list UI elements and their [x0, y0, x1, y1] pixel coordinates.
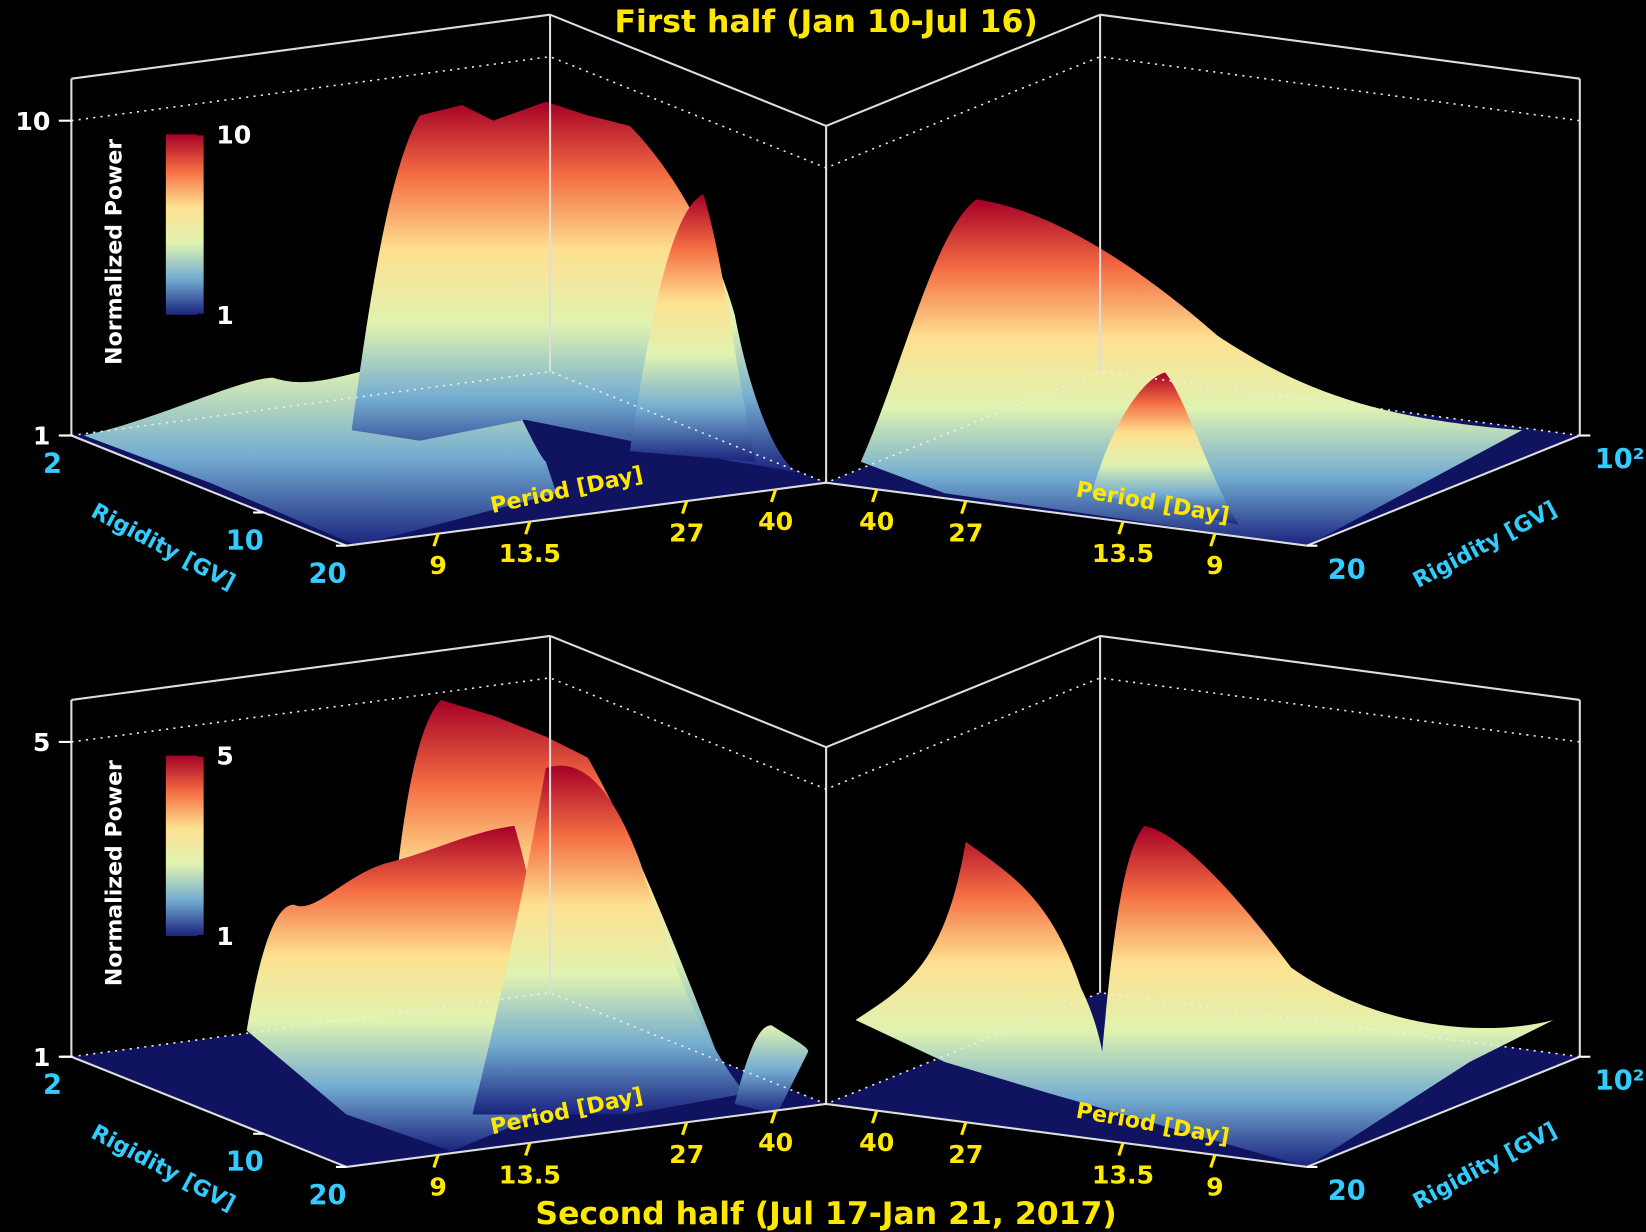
x-tick [434, 534, 438, 547]
x-tick-label: 9 [1206, 1172, 1224, 1201]
colorbar-tick-label: 5 [216, 742, 234, 771]
y-tick-label: 20 [309, 1180, 347, 1211]
chart-title: Second half (Jul 17-Jan 21, 2017) [535, 1196, 1116, 1232]
axis-line [1100, 636, 1580, 700]
x-tick-label: 27 [669, 1140, 704, 1169]
chart-title: First half (Jan 10-Jul 16) [614, 4, 1037, 40]
y-axis-label: Rigidity [GV] [1409, 1118, 1561, 1215]
x-tick-label: 13.5 [499, 1160, 561, 1189]
x-tick [434, 1155, 438, 1168]
x-tick-label: 13.5 [1092, 539, 1154, 568]
y-tick-label: 10² [1595, 444, 1645, 475]
x-tick-label: 13.5 [499, 539, 561, 568]
colorbar [166, 134, 204, 314]
x-tick [962, 1122, 966, 1135]
y-tick-label: 2 [43, 1070, 62, 1101]
x-tick-label: 40 [758, 507, 793, 536]
axis-line [71, 636, 550, 700]
x-tick-label: 40 [859, 1128, 894, 1157]
y-axis-label: Rigidity [GV] [1409, 497, 1561, 594]
y-tick-label: 20 [1328, 1176, 1366, 1207]
colorbar-tick-label: 1 [216, 301, 234, 330]
x-tick [683, 1122, 687, 1135]
x-tick-label: 9 [1206, 551, 1224, 580]
x-tick [1211, 534, 1215, 547]
x-tick-label: 13.5 [1092, 1160, 1154, 1189]
x-tick [771, 489, 775, 502]
x-tick-label: 9 [429, 551, 447, 580]
x-tick [873, 489, 877, 502]
colorbar [166, 756, 204, 936]
x-tick [873, 1111, 877, 1124]
x-tick-label: 27 [669, 519, 704, 548]
x-tick [1211, 1155, 1215, 1168]
y-tick-label: 10 [226, 1147, 264, 1178]
y-tick-label: 10² [1595, 1065, 1645, 1096]
y-tick-label: 20 [309, 559, 347, 590]
y-tick-label: 20 [1328, 554, 1366, 585]
colorbar-label: Normalized Power [102, 139, 127, 365]
x-tick [1119, 1143, 1123, 1156]
colorbar-tick-label: 10 [216, 120, 251, 149]
colorbar-label: Normalized Power [102, 760, 127, 986]
z-tick-label: 1 [33, 1043, 51, 1072]
x-tick-label: 40 [758, 1128, 793, 1157]
colorbar-tick-label: 1 [216, 922, 234, 951]
z-tick-label: 10 [15, 107, 50, 136]
x-tick-label: 27 [948, 519, 983, 548]
x-tick [1119, 522, 1123, 535]
y-tick-label: 10 [226, 525, 264, 556]
y-axis-label: Rigidity [GV] [87, 1120, 239, 1217]
z-tick-label: 5 [33, 728, 51, 757]
axis-line [550, 636, 826, 747]
x-tick-label: 9 [429, 1172, 447, 1201]
x-tick [962, 501, 966, 514]
figure: 110Normalized Power110913.52740Period [D… [0, 0, 1646, 1232]
axis-line [71, 15, 550, 79]
y-axis-label: Rigidity [GV] [87, 499, 239, 596]
axis-line [1100, 15, 1580, 79]
x-tick [526, 522, 530, 535]
x-tick-label: 27 [948, 1140, 983, 1169]
x-tick [526, 1143, 530, 1156]
x-tick-label: 40 [859, 507, 894, 536]
axis-line [826, 636, 1100, 747]
y-tick-label: 2 [43, 448, 62, 479]
z-tick-label: 1 [33, 422, 51, 451]
x-tick [683, 501, 687, 514]
